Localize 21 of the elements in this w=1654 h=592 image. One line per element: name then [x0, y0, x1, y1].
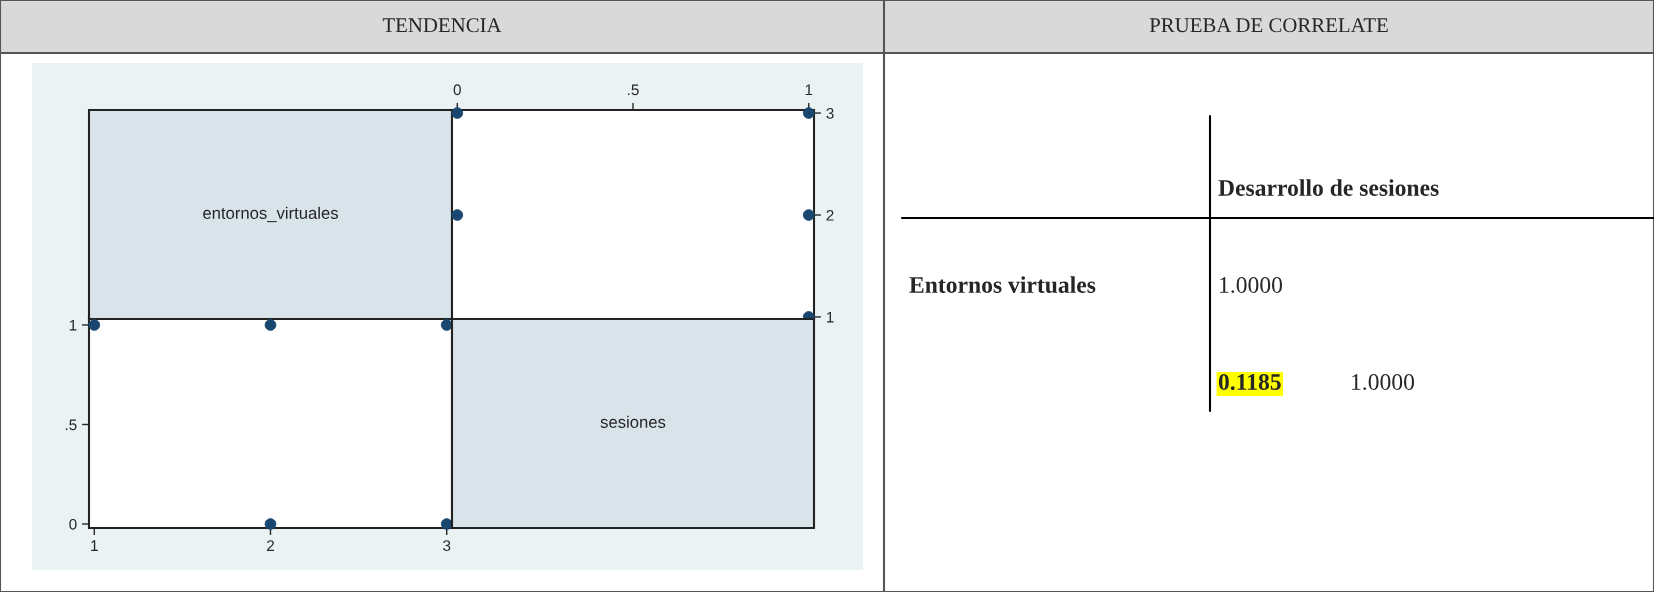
x-tick-label: 1 [805, 84, 813, 96]
x-tick-label: 0 [453, 84, 461, 96]
x-tick-label: 1 [91, 540, 98, 551]
text: 0.1185 [1218, 373, 1281, 391]
text: sesiones [600, 415, 666, 428]
text: 1.0000 [1220, 276, 1283, 294]
text: TENDENCIA [382, 18, 502, 33]
y-tick-label: .5 [65, 419, 77, 431]
y-tick-label: 0 [69, 518, 77, 530]
y-tick-label: 2 [826, 209, 834, 221]
x-tick-label: 2 [267, 540, 274, 551]
text: 1.0000 [1352, 373, 1415, 391]
x-tick-label: 3 [443, 540, 451, 552]
text: Desarrollo de sesiones [1218, 179, 1439, 196]
text: Entornos virtuales [909, 276, 1096, 293]
text: entornos_virtuales [203, 206, 338, 223]
y-tick-label: 1 [69, 320, 77, 331]
x-tick-label: .5 [628, 84, 639, 96]
y-tick-label: 1 [826, 311, 834, 323]
y-tick-label: 3 [826, 107, 834, 119]
text: PRUEBA DE CORRELATE [1149, 18, 1388, 33]
